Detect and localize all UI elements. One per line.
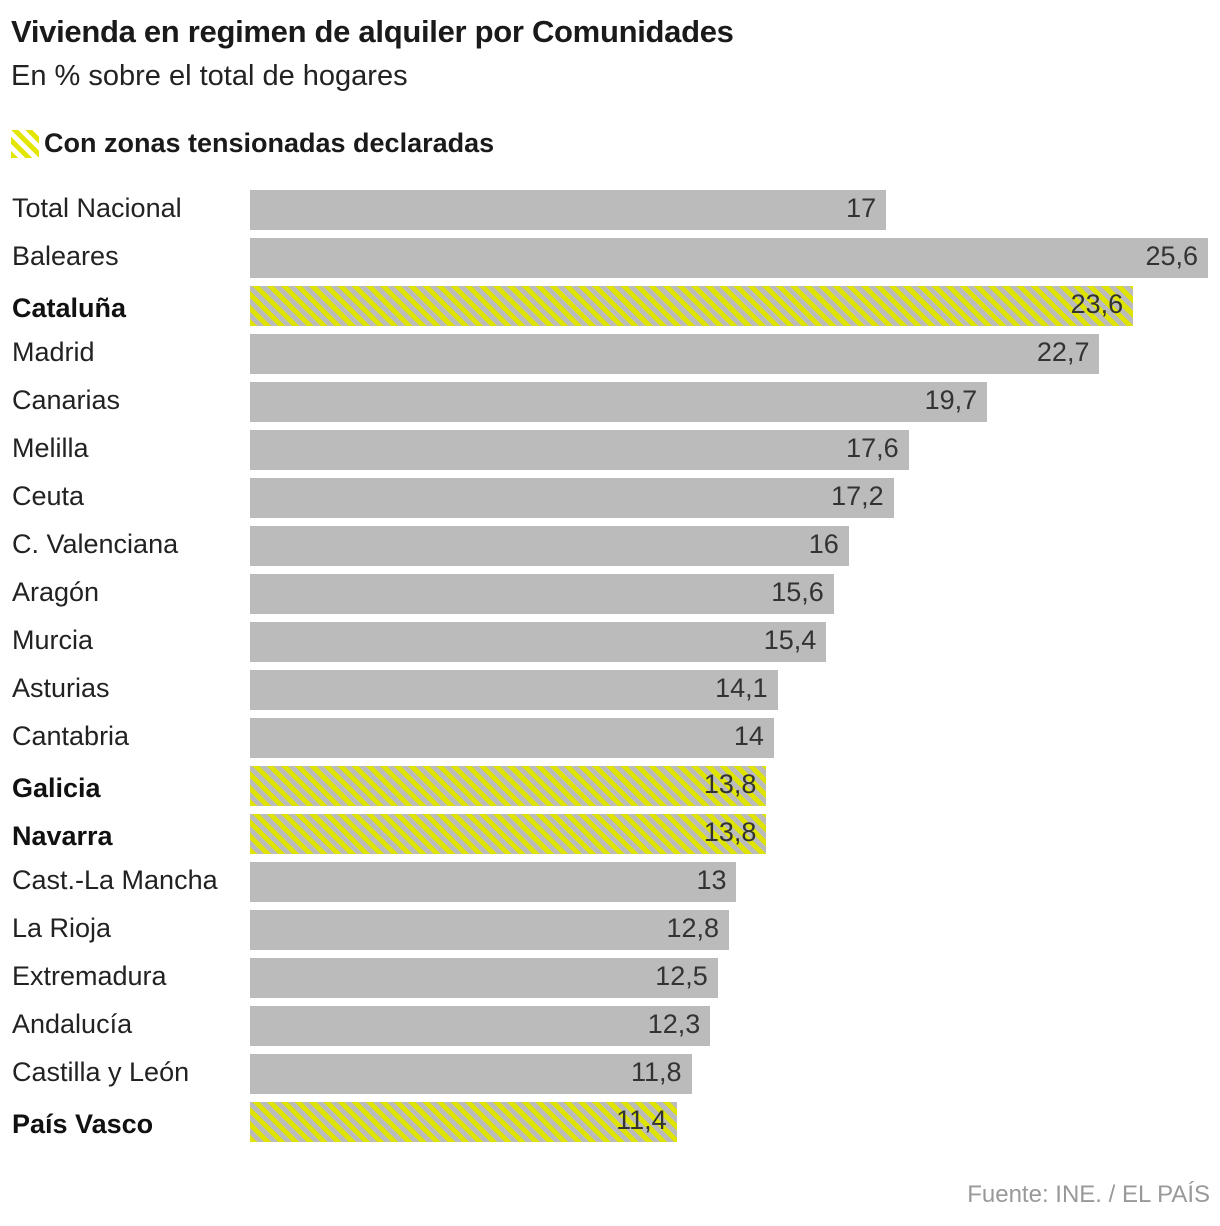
category-label: Total Nacional xyxy=(12,193,182,223)
bar xyxy=(250,670,778,710)
data-label: 19,7 xyxy=(924,385,978,415)
bar xyxy=(250,190,887,230)
data-label: 23,6 xyxy=(1070,289,1124,319)
data-label: 12,3 xyxy=(647,1009,701,1039)
category-label: Melilla xyxy=(12,433,89,463)
bar xyxy=(250,958,718,998)
bar xyxy=(250,382,988,422)
bar-tensioned xyxy=(250,814,767,854)
category-label: Andalucía xyxy=(12,1009,133,1039)
category-label: Asturias xyxy=(12,673,110,703)
category-label: Canarias xyxy=(12,385,121,415)
data-label: 15,4 xyxy=(763,625,817,655)
bar xyxy=(250,478,894,518)
category-label: Madrid xyxy=(12,337,95,367)
bar-tensioned xyxy=(250,1102,677,1142)
legend-hatch-swatch xyxy=(11,129,39,158)
chart-subtitle: En % sobre el total de hogares xyxy=(11,60,408,92)
bar xyxy=(250,862,737,902)
data-label: 11,8 xyxy=(631,1057,682,1087)
bar xyxy=(250,622,827,662)
data-label: 16 xyxy=(808,529,839,559)
legend-label: Con zonas tensionadas declaradas xyxy=(44,128,495,158)
legend: Con zonas tensionadas declaradas xyxy=(11,128,494,159)
data-label: 12,5 xyxy=(655,961,708,991)
source-note: Fuente: INE. / EL PAÍS xyxy=(967,1181,1210,1208)
category-label: Murcia xyxy=(12,625,94,655)
data-label: 17 xyxy=(846,193,877,223)
chart-title: Vivienda en regimen de alquiler por Comu… xyxy=(11,14,734,49)
category-label: Baleares xyxy=(12,241,119,271)
bar-tensioned xyxy=(250,286,1134,326)
data-label: 14,1 xyxy=(715,673,768,703)
bar xyxy=(250,910,729,950)
data-label: 13,8 xyxy=(703,817,757,847)
data-label: 22,7 xyxy=(1036,337,1090,367)
data-label: 15,6 xyxy=(771,577,824,607)
category-label: Extremadura xyxy=(12,961,167,991)
category-label: Cast.-La Mancha xyxy=(12,865,218,895)
data-label: 17,6 xyxy=(846,433,899,463)
category-label: Aragón xyxy=(12,577,100,607)
bar xyxy=(250,718,774,758)
bar-tensioned xyxy=(250,766,767,806)
category-label: Navarra xyxy=(12,821,113,851)
bar xyxy=(250,1006,711,1046)
category-label: Castilla y León xyxy=(12,1057,190,1087)
category-label: Ceuta xyxy=(12,481,85,511)
bar xyxy=(250,238,1208,278)
data-label: 13,8 xyxy=(703,769,757,799)
bar xyxy=(250,430,909,470)
category-label: Cantabria xyxy=(12,721,130,751)
category-label: País Vasco xyxy=(12,1109,154,1139)
bar xyxy=(250,334,1100,374)
category-label: C. Valenciana xyxy=(12,529,179,559)
bar xyxy=(250,1054,692,1094)
data-label: 25,6 xyxy=(1145,241,1198,271)
data-label: 17,2 xyxy=(831,481,884,511)
bar xyxy=(250,574,834,614)
data-label: 14 xyxy=(733,721,764,751)
category-label: Cataluña xyxy=(12,293,127,323)
data-label: 11,4 xyxy=(616,1105,667,1135)
data-label: 13 xyxy=(696,865,727,895)
bar xyxy=(250,526,849,566)
category-label: Galicia xyxy=(12,773,101,803)
data-label: 12,8 xyxy=(666,913,719,943)
category-label: La Rioja xyxy=(12,913,112,943)
